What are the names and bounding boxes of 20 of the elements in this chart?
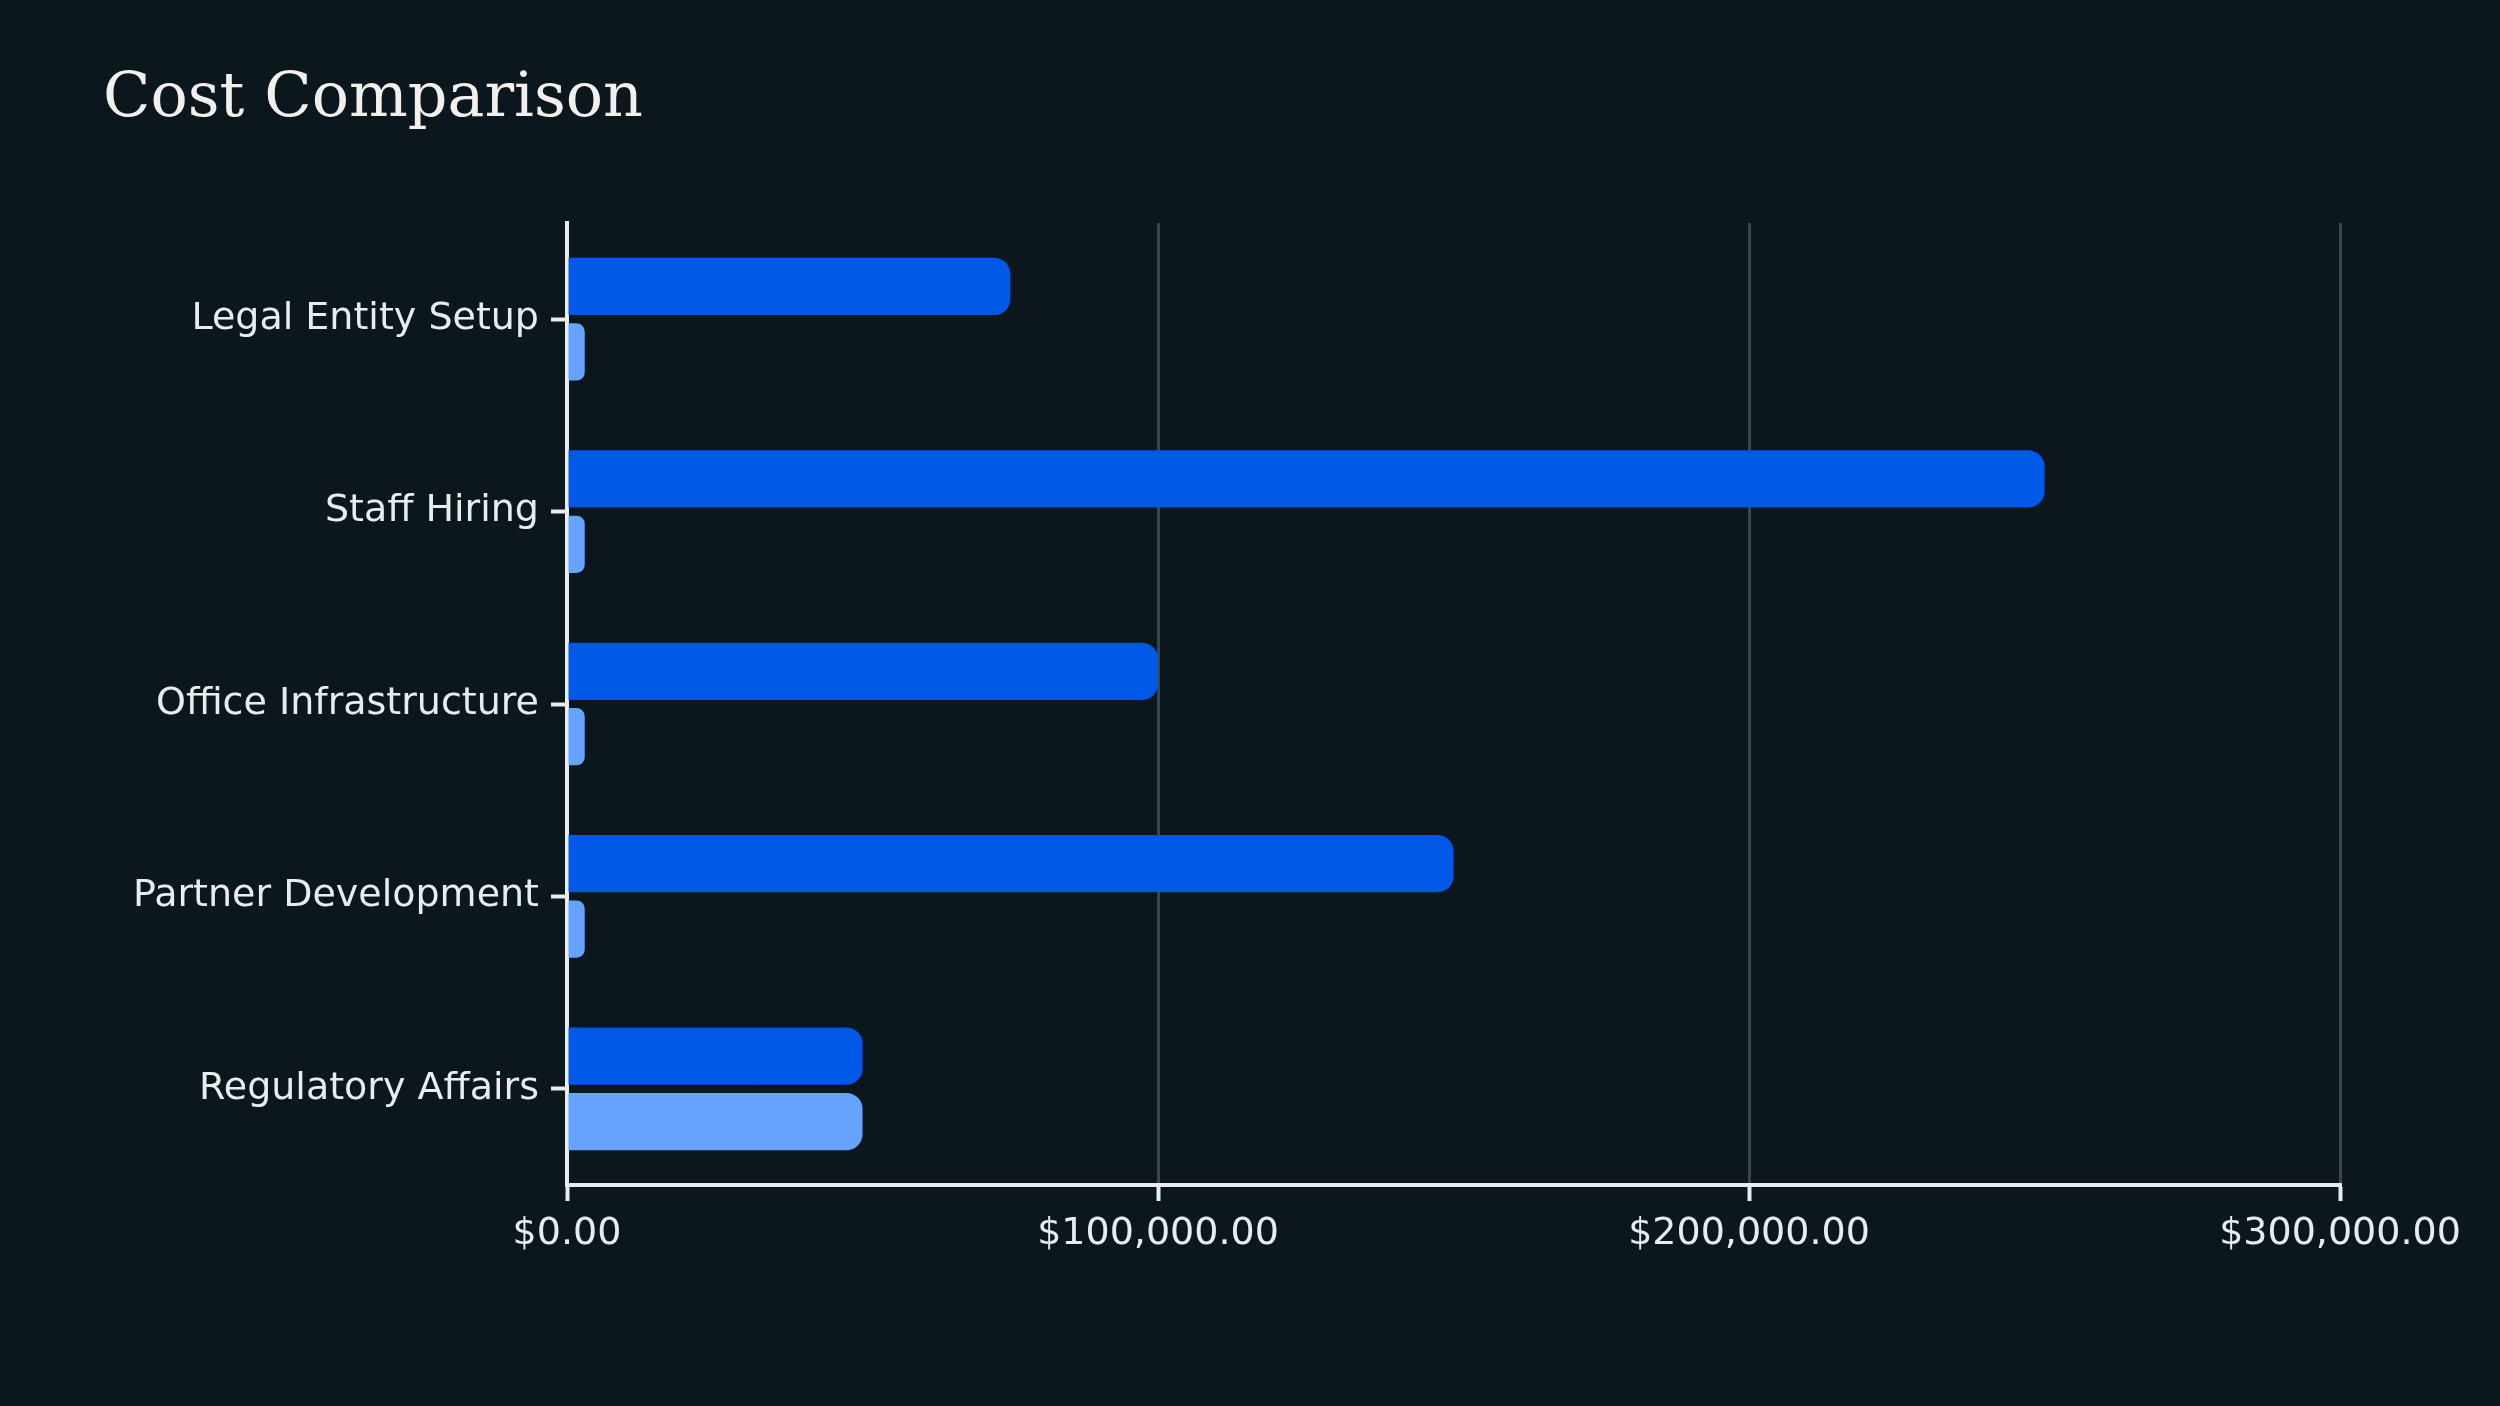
y-tick-label: Partner Development — [133, 871, 539, 916]
bar — [568, 515, 585, 573]
bar — [568, 257, 1011, 316]
chart-title: Cost Comparison — [103, 58, 643, 131]
y-tick-label: Staff Hiring — [324, 486, 539, 531]
y-tick-label: Regulatory Affairs — [199, 1063, 539, 1108]
bar — [568, 900, 585, 958]
x-tick-label: $300,000.00 — [2219, 1208, 2461, 1253]
x-tick-label: $200,000.00 — [1628, 1208, 1870, 1253]
bar — [568, 450, 2045, 508]
bar — [568, 1027, 863, 1085]
bar — [568, 642, 1158, 700]
bar — [568, 708, 585, 766]
y-tick-label: Office Infrastructure — [155, 678, 539, 723]
x-tick-label: $100,000.00 — [1037, 1208, 1279, 1253]
y-tick-label: Legal Entity Setup — [191, 294, 539, 339]
bar — [568, 1092, 863, 1151]
bar — [568, 835, 1454, 893]
bar — [568, 323, 585, 381]
x-tick-label: $0.00 — [512, 1208, 622, 1253]
